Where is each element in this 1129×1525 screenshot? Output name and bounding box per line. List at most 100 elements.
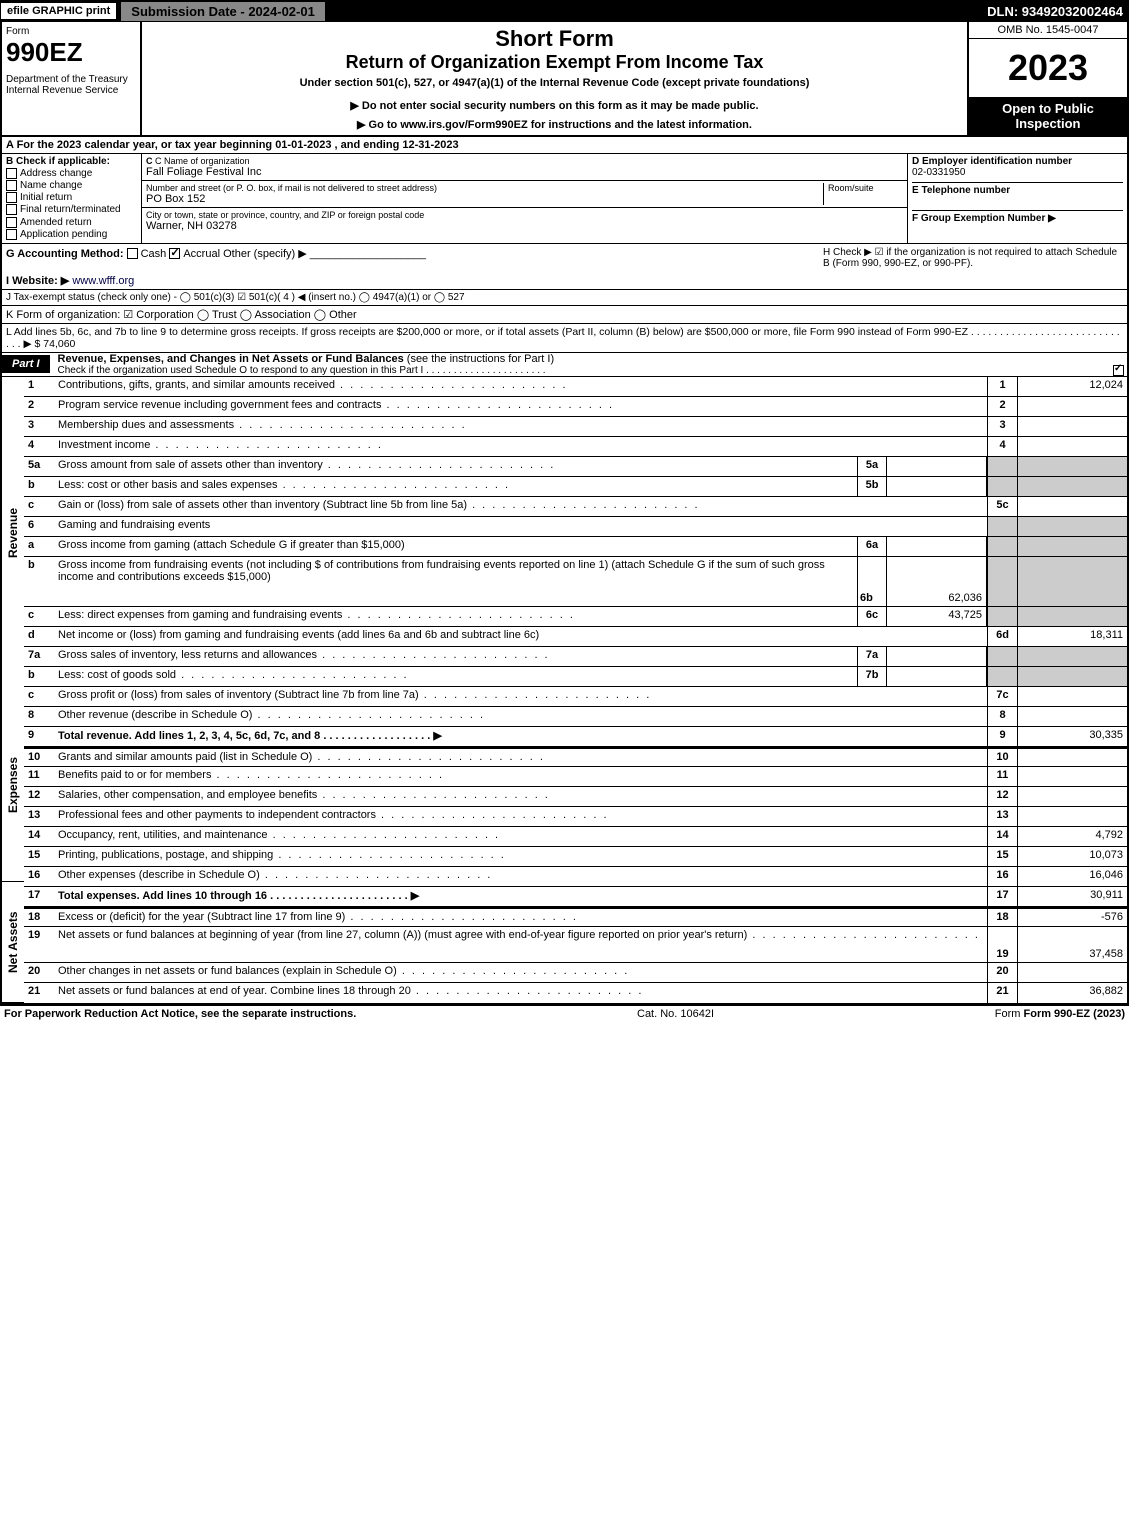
- header-right: OMB No. 1545-0047 2023 Open to Public In…: [967, 22, 1127, 135]
- row-j: J Tax-exempt status (check only one) - ◯…: [0, 290, 1129, 306]
- line-6b-val: 62,036: [887, 557, 987, 606]
- gross-receipts: 74,060: [43, 338, 75, 350]
- chk-initial-return[interactable]: Initial return: [6, 192, 137, 203]
- line-9-desc: Total revenue. Add lines 1, 2, 3, 4, 5c,…: [54, 727, 987, 746]
- line-10-desc: Grants and similar amounts paid (list in…: [54, 749, 987, 766]
- chk-amended-return[interactable]: Amended return: [6, 217, 137, 228]
- dept-text: Department of the Treasury Internal Reve…: [6, 74, 136, 96]
- line-a: A For the 2023 calendar year, or tax yea…: [0, 137, 1129, 154]
- line-6a-desc: Gross income from gaming (attach Schedul…: [54, 537, 857, 556]
- line-8-desc: Other revenue (describe in Schedule O): [54, 707, 987, 726]
- line-11-desc: Benefits paid to or for members: [54, 767, 987, 786]
- open-to-public: Open to Public Inspection: [969, 97, 1127, 135]
- chk-name-change[interactable]: Name change: [6, 180, 137, 191]
- chk-cash[interactable]: [127, 248, 138, 259]
- goto-link[interactable]: ▶ Go to www.irs.gov/Form990EZ for instru…: [146, 118, 963, 131]
- line-15-desc: Printing, publications, postage, and shi…: [54, 847, 987, 866]
- side-labels: Revenue Expenses Net Assets: [2, 377, 24, 1003]
- ein-value: 02-0331950: [912, 167, 965, 178]
- line-20-desc: Other changes in net assets or fund bala…: [54, 963, 987, 982]
- chk-final-return[interactable]: Final return/terminated: [6, 204, 137, 215]
- city-value: Warner, NH 03278: [146, 220, 903, 232]
- line-14-desc: Occupancy, rent, utilities, and maintena…: [54, 827, 987, 846]
- line-19-val: 37,458: [1017, 927, 1127, 962]
- col-def: D Employer identification number 02-0331…: [907, 154, 1127, 243]
- chk-accrual[interactable]: [169, 248, 180, 259]
- part1-header: Part I Revenue, Expenses, and Changes in…: [0, 353, 1129, 377]
- row-i: I Website: ▶ www.wfff.org: [0, 272, 1129, 290]
- header-mid: Short Form Return of Organization Exempt…: [142, 22, 967, 135]
- line-6c-desc: Less: direct expenses from gaming and fu…: [54, 607, 857, 626]
- line-19-desc: Net assets or fund balances at beginning…: [54, 927, 987, 962]
- line-4-desc: Investment income: [54, 437, 987, 456]
- omb-number: OMB No. 1545-0047: [969, 22, 1127, 39]
- chk-schedule-o[interactable]: [1113, 365, 1124, 376]
- form-header: Form 990EZ Department of the Treasury In…: [0, 22, 1129, 137]
- part1-sub: Check if the organization used Schedule …: [58, 365, 546, 376]
- c-name-label: C C Name of organization: [146, 156, 903, 166]
- i-label: I Website: ▶: [6, 275, 69, 287]
- website-link[interactable]: www.wfff.org: [72, 275, 134, 287]
- line-5b-desc: Less: cost or other basis and sales expe…: [54, 477, 857, 496]
- subtitle: Under section 501(c), 527, or 4947(a)(1)…: [146, 77, 963, 89]
- h-text: H Check ▶ ☑ if the organization is not r…: [823, 247, 1123, 269]
- side-netassets: Net Assets: [2, 882, 24, 1003]
- short-form-title: Short Form: [146, 26, 963, 52]
- chk-address-change[interactable]: Address change: [6, 168, 137, 179]
- col-b: B Check if applicable: Address change Na…: [2, 154, 142, 243]
- line-6b-desc: Gross income from fundraising events (no…: [54, 557, 857, 606]
- submission-date: Submission Date - 2024-02-01: [121, 2, 325, 21]
- footer-catno: Cat. No. 10642I: [637, 1008, 714, 1020]
- footer: For Paperwork Reduction Act Notice, see …: [0, 1005, 1129, 1022]
- line-2-desc: Program service revenue including govern…: [54, 397, 987, 416]
- return-title: Return of Organization Exempt From Incom…: [146, 52, 963, 73]
- line-7c-desc: Gross profit or (loss) from sales of inv…: [54, 687, 987, 706]
- d-label: D Employer identification number: [912, 156, 1072, 167]
- col-b-title: B Check if applicable:: [6, 156, 110, 167]
- block-bcdef: B Check if applicable: Address change Na…: [0, 154, 1129, 244]
- line-6d-val: 18,311: [1017, 627, 1127, 646]
- tax-year: 2023: [969, 39, 1127, 97]
- city-label: City or town, state or province, country…: [146, 210, 903, 220]
- line-7a-desc: Gross sales of inventory, less returns a…: [54, 647, 857, 666]
- dln-label: DLN: 93492032002464: [987, 4, 1129, 19]
- line-21-desc: Net assets or fund balances at end of ye…: [54, 983, 987, 1003]
- side-revenue: Revenue: [2, 377, 24, 689]
- footer-left: For Paperwork Reduction Act Notice, see …: [4, 1008, 356, 1020]
- f-label: F Group Exemption Number ▶: [912, 213, 1056, 224]
- line-16-val: 16,046: [1017, 867, 1127, 886]
- street-value: PO Box 152: [146, 193, 823, 205]
- e-label: E Telephone number: [912, 185, 1010, 196]
- line-1-desc: Contributions, gifts, grants, and simila…: [54, 377, 987, 396]
- chk-application-pending[interactable]: Application pending: [6, 229, 137, 240]
- part1-paren: (see the instructions for Part I): [407, 353, 554, 365]
- line-12-desc: Salaries, other compensation, and employ…: [54, 787, 987, 806]
- line-17-val: 30,911: [1017, 887, 1127, 906]
- top-bar: efile GRAPHIC print Submission Date - 20…: [0, 0, 1129, 22]
- ssn-warning: ▶ Do not enter social security numbers o…: [146, 99, 963, 112]
- line-13-desc: Professional fees and other payments to …: [54, 807, 987, 826]
- line-9-val: 30,335: [1017, 727, 1127, 746]
- side-expenses: Expenses: [2, 689, 24, 882]
- line-21-val: 36,882: [1017, 983, 1127, 1003]
- col-c: C C Name of organization Fall Foliage Fe…: [142, 154, 907, 243]
- other-specify: Other (specify) ▶: [223, 248, 307, 260]
- row-l: L Add lines 5b, 6c, and 7b to line 9 to …: [0, 324, 1129, 353]
- form-rows: 1Contributions, gifts, grants, and simil…: [24, 377, 1127, 1003]
- line-14-val: 4,792: [1017, 827, 1127, 846]
- line-18-desc: Excess or (deficit) for the year (Subtra…: [54, 909, 987, 926]
- g-label: G Accounting Method:: [6, 248, 124, 260]
- line-18-val: -576: [1017, 909, 1127, 926]
- row-g: G Accounting Method: Cash Accrual Other …: [0, 244, 1129, 272]
- street-label: Number and street (or P. O. box, if mail…: [146, 183, 823, 193]
- line-6-desc: Gaming and fundraising events: [54, 517, 987, 536]
- org-name: Fall Foliage Festival Inc: [146, 166, 903, 178]
- line-3-desc: Membership dues and assessments: [54, 417, 987, 436]
- line-6d-desc: Net income or (loss) from gaming and fun…: [54, 627, 987, 646]
- line-16-desc: Other expenses (describe in Schedule O): [54, 867, 987, 886]
- footer-right: Form Form 990-EZ (2023): [995, 1008, 1125, 1020]
- line-6c-val: 43,725: [887, 607, 987, 626]
- line-5a-desc: Gross amount from sale of assets other t…: [54, 457, 857, 476]
- efile-print-button[interactable]: efile GRAPHIC print: [0, 2, 117, 20]
- form-word: Form: [6, 26, 136, 37]
